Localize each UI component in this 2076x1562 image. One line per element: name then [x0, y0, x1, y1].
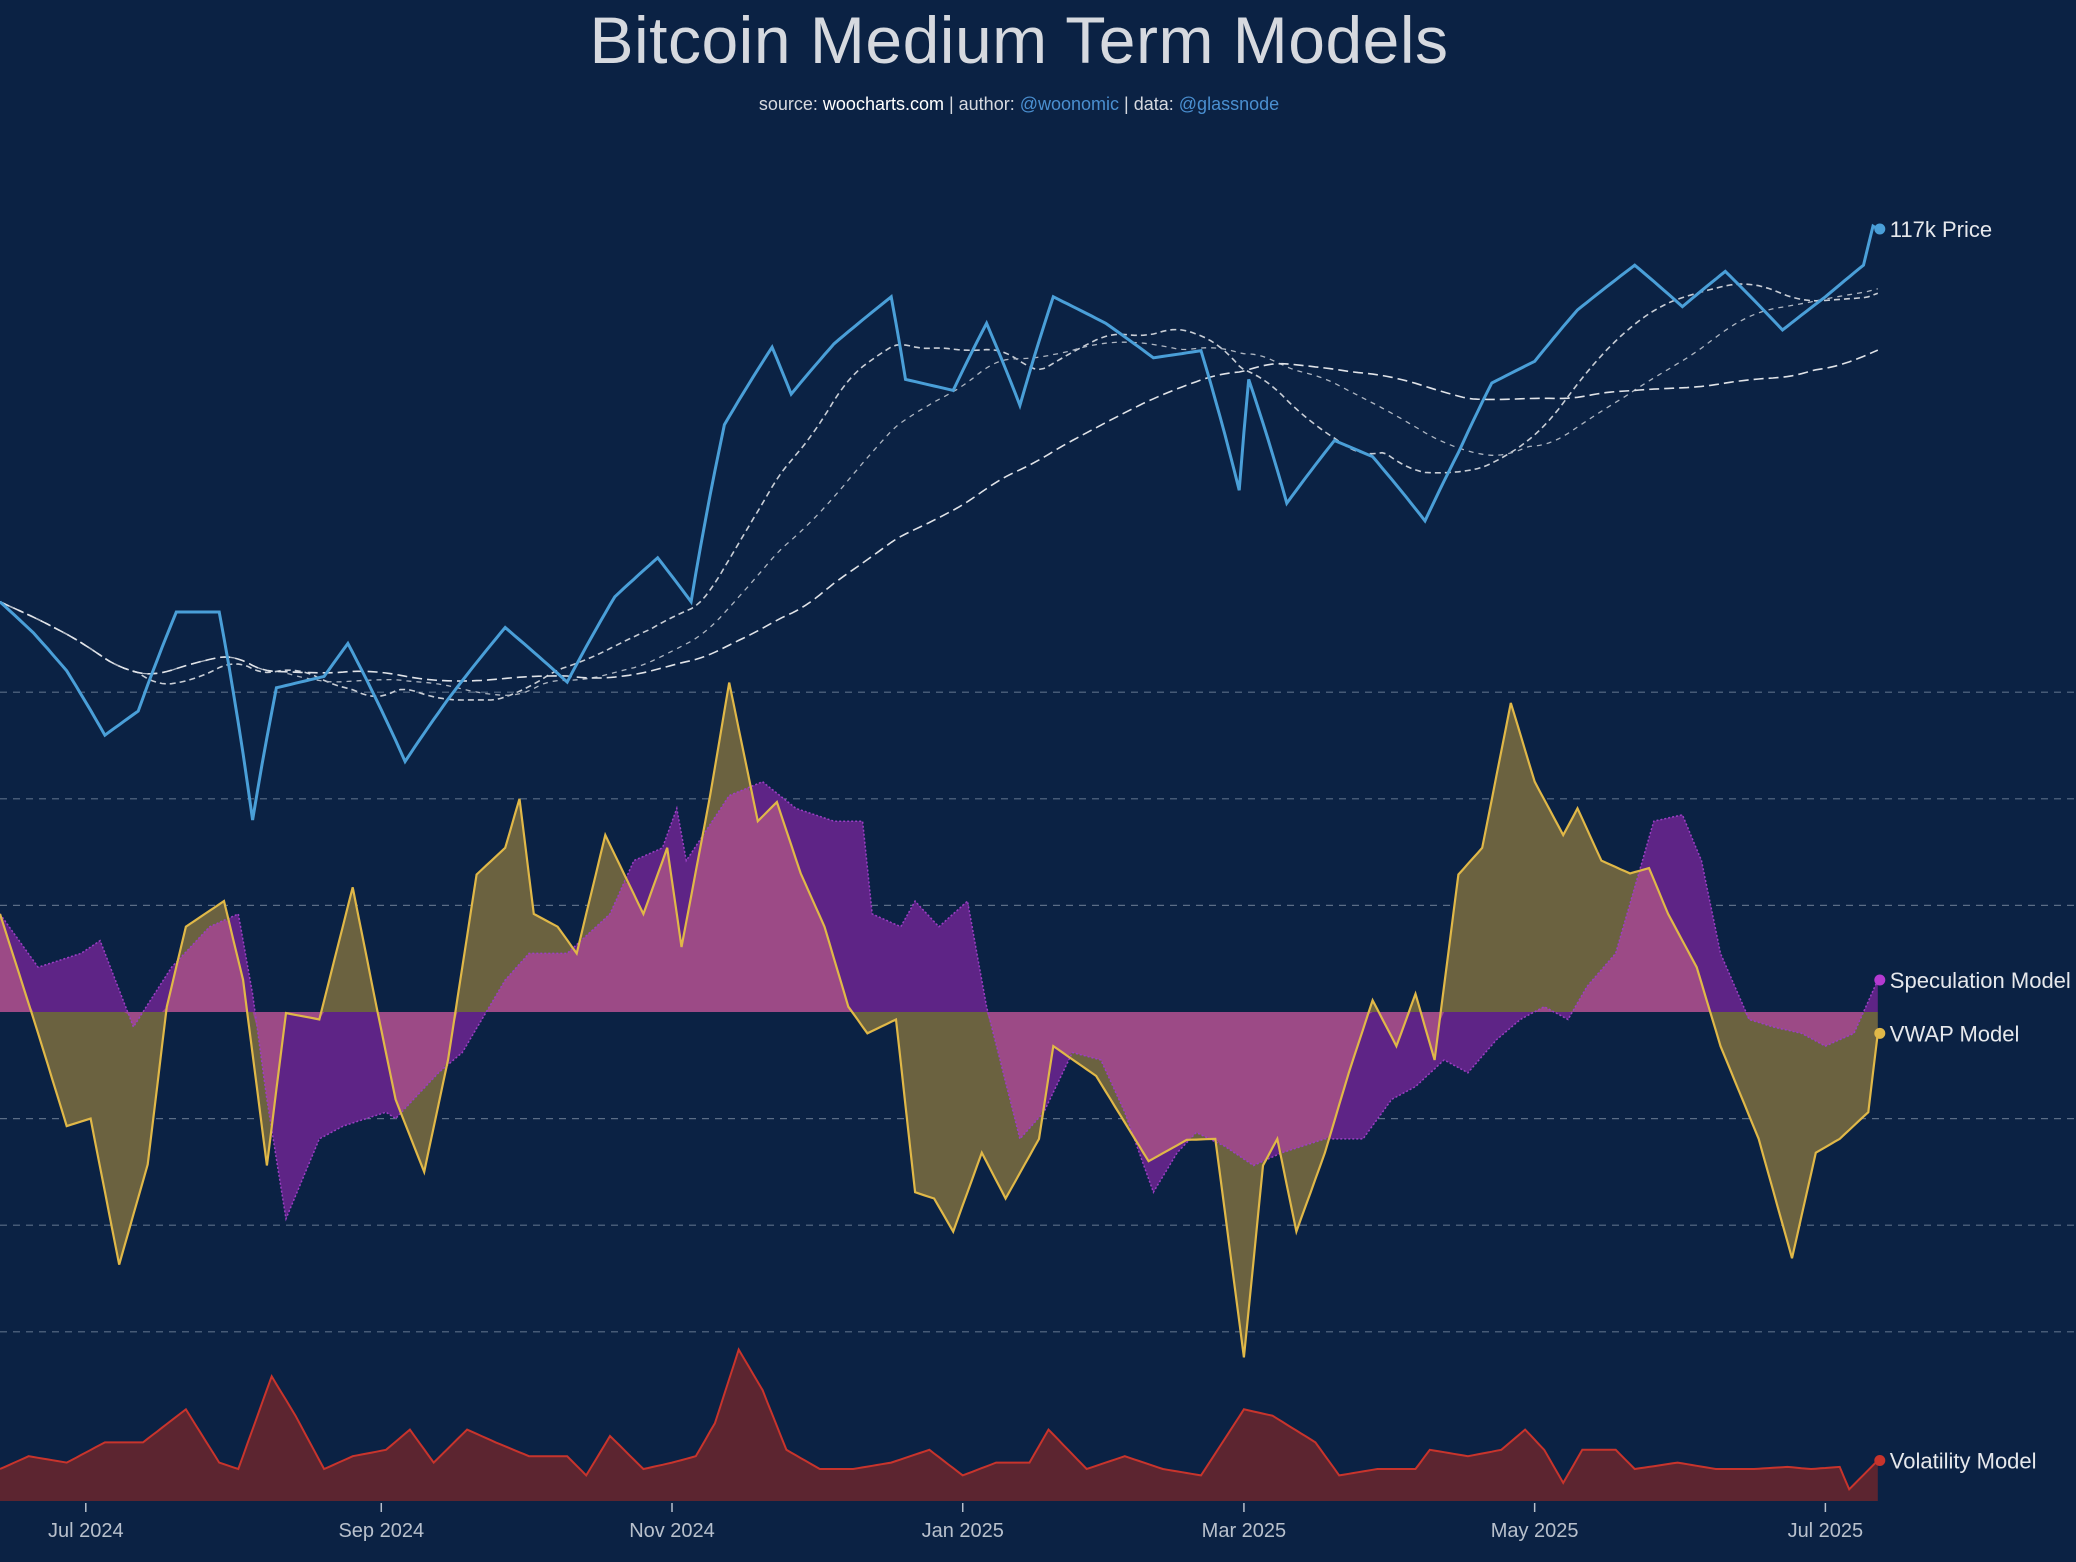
x-tick-label: Nov 2024 [629, 1520, 715, 1542]
model-areas [0, 682, 1879, 1358]
vwap-model-label: VWAP Model [1890, 1021, 2020, 1046]
price-marker [1874, 223, 1886, 235]
price-line [0, 223, 1879, 821]
price-label: 117k Price [1890, 217, 1992, 242]
vwap-model-marker [1874, 1027, 1886, 1039]
speculation-area [0, 781, 1878, 1219]
moving-average-1 [0, 283, 1879, 701]
vwap-area [0, 682, 1878, 1358]
vwap-line [0, 682, 1879, 1358]
moving-average-2 [0, 288, 1878, 696]
data-source-link[interactable]: @glassnode [1178, 94, 1280, 114]
speculation-line [0, 780, 1879, 1222]
data-label: | data: [1124, 94, 1174, 114]
x-tick-label: Jul 2024 [48, 1520, 124, 1542]
x-tick-label: Jul 2025 [1788, 1520, 1864, 1542]
x-tick-label: Mar 2025 [1202, 1520, 1287, 1542]
volatility-area [0, 1347, 1879, 1501]
end-labels: 117k Price Speculation Model VWAP Model Vol… [1874, 217, 2071, 1473]
chart-subtitle: source: woocharts.com | author: @woonomi… [0, 94, 2038, 115]
source-label: source: [758, 94, 818, 114]
chart-title: Bitcoin Medium Term Models [589, 3, 1449, 77]
volatility-model-label: Volatility Model [1890, 1448, 2037, 1473]
speculation-model-label: Speculation Model [1890, 968, 2071, 993]
gridlines [0, 691, 2076, 1333]
moving-averages [0, 283, 1879, 701]
volatility-line [0, 1347, 1879, 1492]
x-tick-label: May 2025 [1491, 1520, 1579, 1542]
author-label: | author: [948, 94, 1015, 114]
x-tick-label: Jan 2025 [922, 1520, 1004, 1542]
moving-average-3 [0, 349, 1879, 682]
volatility-fill [0, 1349, 1878, 1501]
speculation-model-marker [1874, 974, 1886, 986]
author-link[interactable]: @woonomic [1019, 94, 1120, 114]
source-link[interactable]: woocharts.com [822, 94, 944, 114]
price-series [0, 223, 1879, 821]
x-axis: Jul 2024 Sep 2024 Nov 2024 Jan 2025 Mar 2025… [48, 1503, 1863, 1542]
x-tick-label: Sep 2024 [338, 1520, 424, 1542]
volatility-model-marker [1874, 1454, 1886, 1466]
